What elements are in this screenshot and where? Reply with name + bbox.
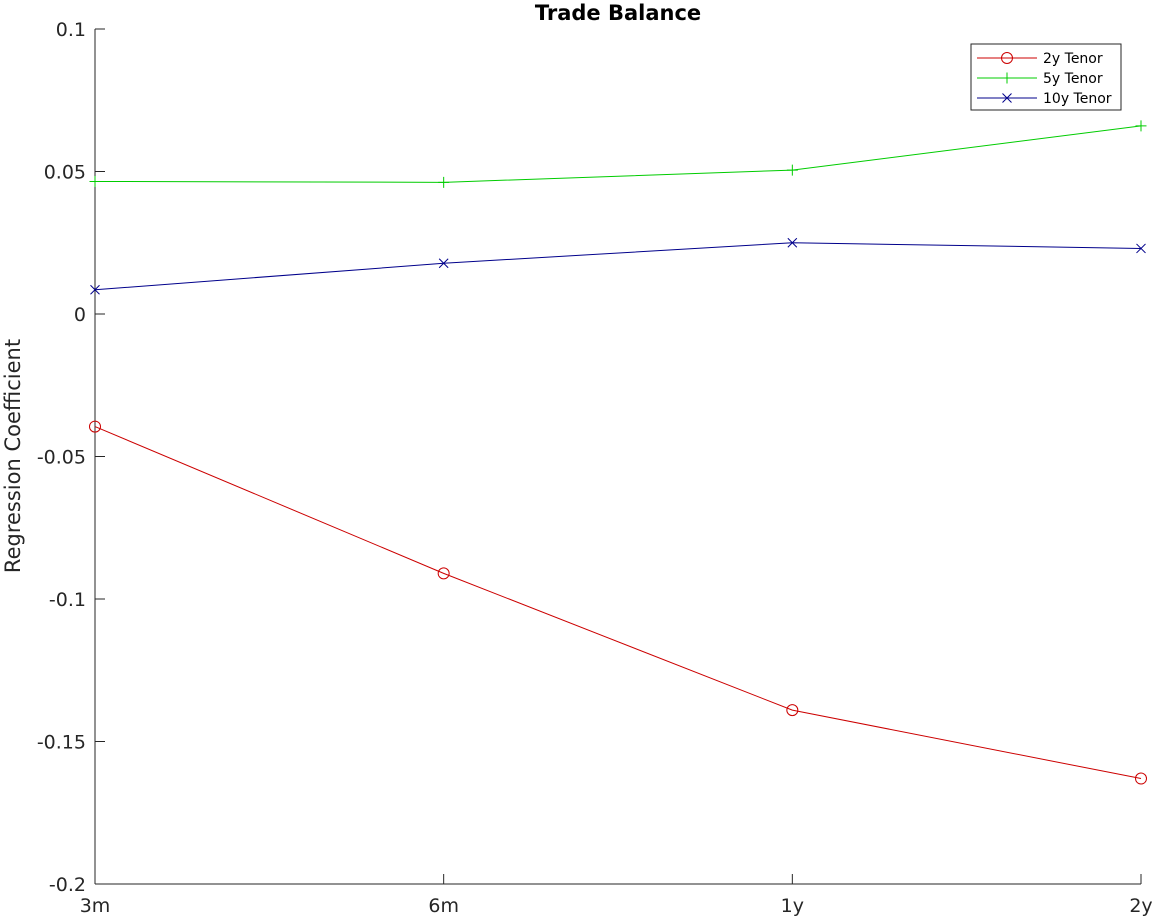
y-tick-label: 0.1 bbox=[56, 19, 86, 41]
data-point bbox=[90, 284, 100, 295]
y-axis-label: Regression Coefficient bbox=[1, 339, 25, 573]
y-tick-label: -0.1 bbox=[49, 589, 86, 611]
series-line bbox=[94, 125, 1142, 183]
legend-label: 5y Tenor bbox=[1043, 71, 1103, 87]
legend-label: 10y Tenor bbox=[1043, 91, 1112, 107]
data-point bbox=[89, 420, 101, 433]
series-0 bbox=[89, 420, 1147, 785]
data-point bbox=[787, 237, 798, 248]
x-tick-label: 6m bbox=[428, 895, 459, 917]
y-tick-label: -0.2 bbox=[49, 874, 86, 896]
series-line bbox=[94, 426, 1142, 780]
legend-marker bbox=[1001, 72, 1013, 84]
legend-marker bbox=[1001, 52, 1013, 64]
series-1 bbox=[89, 120, 1147, 188]
y-tick-label: 0.05 bbox=[44, 162, 86, 184]
legend-marker bbox=[1002, 93, 1012, 103]
series-line bbox=[94, 242, 1142, 291]
series-layer bbox=[89, 120, 1147, 785]
data-point bbox=[1136, 243, 1146, 254]
legend-box bbox=[970, 43, 1122, 111]
chart-title: Trade Balance bbox=[535, 1, 701, 25]
legend-label: 2y Tenor bbox=[1043, 51, 1103, 67]
series-2 bbox=[90, 237, 1146, 295]
data-point bbox=[786, 164, 798, 176]
data-point bbox=[786, 704, 799, 717]
y-tick-label: -0.15 bbox=[37, 732, 86, 754]
data-point bbox=[438, 176, 450, 188]
data-point bbox=[1135, 120, 1147, 132]
legend: 2y Tenor 5y Tenor 10y Tenor bbox=[970, 43, 1122, 111]
y-tick-label: 0 bbox=[74, 304, 86, 326]
x-tick-label: 3m bbox=[80, 895, 111, 917]
x-tick-label: 1y bbox=[781, 895, 804, 917]
data-point bbox=[1135, 772, 1147, 785]
x-tick-label: 2y bbox=[1129, 895, 1152, 917]
y-ticks: -0.2 -0.15 -0.1 -0.05 0 0.05 0.1 bbox=[37, 19, 105, 896]
x-ticks: 3m 6m 1y 2y bbox=[80, 874, 1153, 917]
data-point bbox=[438, 258, 449, 269]
data-point bbox=[89, 175, 101, 187]
data-point bbox=[437, 567, 450, 580]
y-tick-label: -0.05 bbox=[37, 447, 86, 469]
